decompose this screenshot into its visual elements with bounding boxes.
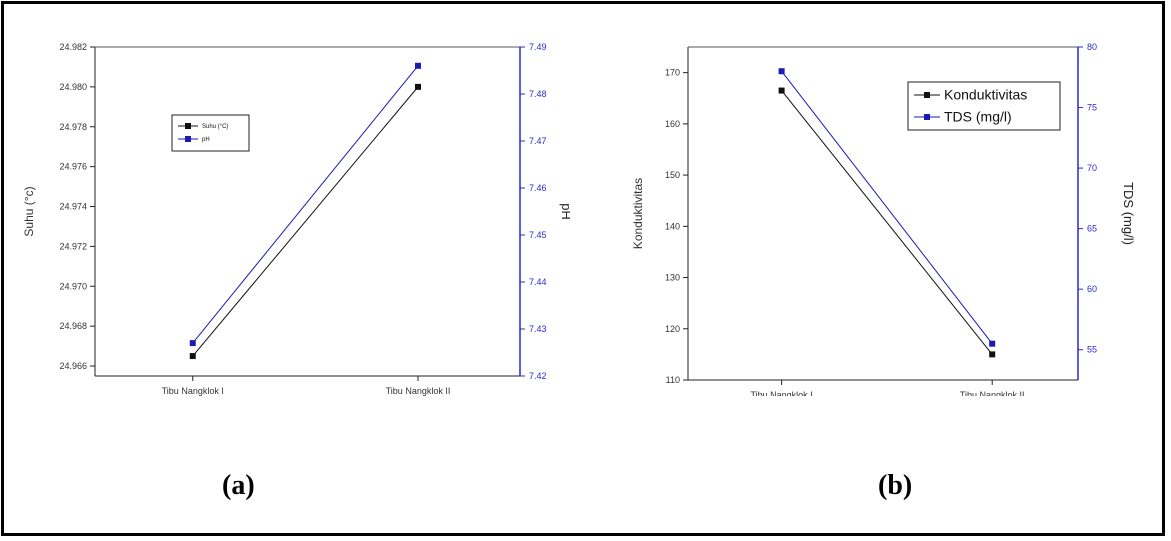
legend-swatch-marker	[924, 92, 930, 98]
chart-b-svg: 110 120 130 140 150 160 170 55 60 65 70 75 80 Tibu Na…	[631, 42, 1136, 427]
left-tick-label: 150	[665, 170, 680, 180]
data-point-series-2	[189, 340, 196, 347]
legend-swatch-marker	[924, 114, 930, 120]
left-tick-label: 24.982	[59, 42, 87, 52]
y-axis-label-right: TDS (mg/l)	[1121, 182, 1136, 245]
legend-box	[907, 81, 1061, 131]
x-tick-label: Tibu Nangklok II	[960, 390, 1025, 396]
legend-label-series-2: TDS (mg/l)	[944, 109, 1012, 125]
right-tick-label: 7.44	[529, 277, 547, 287]
legend-swatch-marker	[185, 136, 191, 142]
chart-a-svg: 24.966 24.968 24.970 24.972 24.974 24.976 24.9…	[22, 42, 574, 423]
data-point-series-1	[778, 87, 785, 94]
caption-a: (a)	[222, 470, 255, 501]
left-tick-label: 24.970	[59, 281, 87, 291]
legend-swatch-marker	[185, 123, 191, 129]
caption-b: (b)	[878, 470, 913, 501]
right-tick-label: 7.42	[529, 371, 547, 381]
legend-label-series-1: Suhu (°C)	[202, 124, 228, 130]
right-tick-label: 7.46	[529, 183, 547, 193]
left-tick-label: 24.978	[59, 122, 87, 132]
left-tick-label: 24.980	[59, 82, 87, 92]
right-tick-label: 7.43	[529, 324, 547, 334]
x-tick-label: Tibu Nangklok I	[750, 390, 812, 396]
left-tick-label: 160	[665, 119, 680, 129]
series-line-2	[781, 70, 993, 344]
data-point-series-1	[989, 351, 996, 358]
left-tick-label: 110	[666, 375, 680, 385]
left-tick-label: 24.974	[59, 202, 87, 212]
left-tick-label: 24.972	[59, 241, 87, 251]
right-tick-label: 7.45	[529, 230, 547, 240]
left-tick-label: 170	[665, 68, 680, 78]
left-tick-label: 120	[665, 324, 680, 334]
legend-box	[171, 114, 250, 152]
data-point-series-2	[989, 340, 996, 347]
y-axis-label-left: Konduktivitas	[631, 178, 645, 249]
x-tick-label: Tibu Nangklok I	[162, 386, 224, 396]
right-tick-label: 60	[1087, 284, 1097, 294]
legend-label-series-1: Konduktivitas	[944, 87, 1027, 103]
y-axis-label-right: pH	[559, 203, 570, 220]
data-point-series-2	[778, 68, 785, 75]
y-axis-label-left: Suhu (°c)	[22, 186, 36, 236]
right-tick-label: 55	[1087, 345, 1097, 355]
right-tick-label: 7.48	[529, 89, 547, 99]
left-tick-label: 130	[665, 273, 680, 283]
chart-panel-a: 24.966 24.968 24.970 24.972 24.974 24.976 24.9…	[10, 16, 574, 423]
x-tick-label: Tibu Nangklok II	[386, 386, 451, 396]
legend-label-series-2: pH	[202, 137, 210, 143]
right-tick-label: 65	[1087, 224, 1097, 234]
chart-panel-b: 110 120 130 140 150 160 170 55 60 65 70 75 80 Tibu Na…	[598, 16, 1158, 427]
data-point-series-2	[415, 62, 421, 69]
series-line-2	[192, 65, 419, 344]
series-line-1	[192, 86, 419, 357]
right-tick-label: 7.47	[529, 136, 547, 146]
left-tick-label: 140	[665, 221, 680, 231]
right-tick-label: 7.49	[529, 42, 547, 52]
left-tick-label: 24.966	[59, 361, 87, 371]
series-line-1	[781, 90, 993, 355]
data-point-series-1	[189, 353, 196, 360]
right-tick-label: 70	[1087, 163, 1097, 173]
right-tick-label: 80	[1087, 42, 1097, 52]
right-tick-label: 75	[1087, 103, 1097, 113]
left-tick-label: 24.968	[59, 321, 87, 331]
data-point-series-1	[415, 83, 421, 90]
left-tick-label: 24.976	[59, 162, 87, 172]
